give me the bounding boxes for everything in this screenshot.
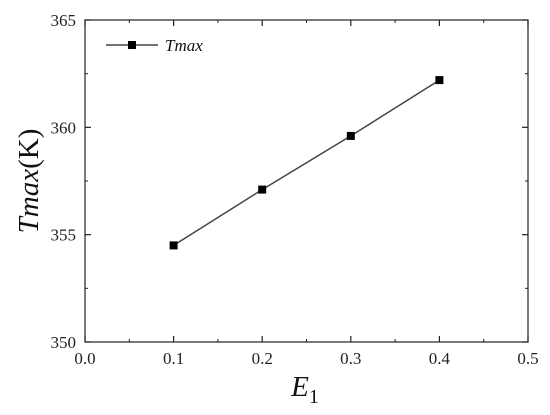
x-axis: 0.0 0.1 0.2 0.3 0.4 0.5: [74, 20, 539, 368]
x-tick-label: 0.5: [517, 349, 538, 368]
x-tick-label: 0.1: [163, 349, 184, 368]
y-axis-title-unit: (K): [13, 129, 45, 169]
y-tick-label: 365: [51, 11, 77, 30]
y-tick-label: 350: [51, 333, 77, 352]
y-tick-label: 360: [51, 118, 77, 137]
legend-marker: [128, 41, 136, 49]
x-axis-title-subscript: 1: [309, 386, 319, 408]
y-axis-title-main: Tmax: [13, 169, 45, 234]
data-point: [346, 131, 355, 140]
data-point: [169, 241, 178, 250]
x-axis-title-main: E: [290, 371, 309, 403]
x-tick-label: 0.0: [74, 349, 95, 368]
legend: Tmax: [106, 36, 203, 55]
y-axis: 350 355 360 365: [51, 11, 528, 352]
y-tick-label: 355: [51, 226, 77, 245]
legend-label: Tmax: [165, 36, 203, 55]
x-tick-label: 0.2: [252, 349, 273, 368]
x-tick-label: 0.3: [340, 349, 361, 368]
y-axis-title: Tmax(K): [13, 129, 45, 234]
x-axis-title: E1: [290, 371, 319, 408]
x-tick-label: 0.4: [429, 349, 451, 368]
series-line: [173, 79, 440, 247]
data-point: [435, 76, 444, 85]
data-point: [258, 185, 267, 194]
series-layer: [169, 76, 444, 250]
plot-frame: [84, 19, 529, 343]
